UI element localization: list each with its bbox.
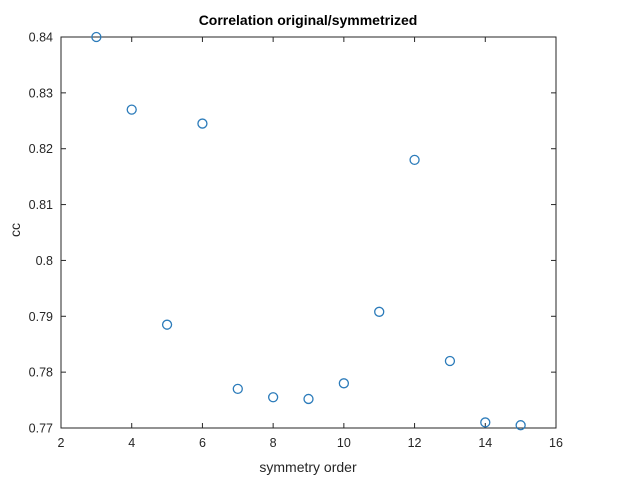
y-tick-label: 0.78 <box>29 366 53 380</box>
axes: 2 4 6 8 10 12 14 16 0.77 0.78 0.79 0.8 0.81 0.82 0.83 0… <box>29 31 563 451</box>
data-point <box>338 378 350 389</box>
data-point <box>374 306 385 317</box>
data-point <box>91 31 102 43</box>
x-tick-label: 12 <box>408 436 422 450</box>
x-tick-label: 6 <box>199 436 206 450</box>
x-tick-label: 16 <box>549 436 563 450</box>
data-point <box>480 417 491 428</box>
x-tick-label: 8 <box>270 436 277 450</box>
data-point <box>303 393 314 405</box>
x-tick-label: 10 <box>337 436 351 450</box>
data-point <box>515 420 526 431</box>
data-points <box>91 31 526 431</box>
data-point <box>267 392 279 403</box>
x-tick-label: 2 <box>58 436 65 450</box>
data-point <box>444 355 456 367</box>
y-tick-label: 0.82 <box>29 142 53 156</box>
data-point <box>161 319 173 330</box>
y-tick-label: 0.83 <box>29 86 53 100</box>
data-point <box>126 104 137 115</box>
x-axis-label: symmetry order <box>259 459 357 475</box>
y-axis-label: cc <box>7 223 23 237</box>
data-point <box>197 118 208 129</box>
data-point <box>232 383 243 395</box>
x-tick-label: 14 <box>478 436 492 450</box>
y-tick-label: 0.79 <box>29 310 53 324</box>
y-tick-label: 0.81 <box>29 198 53 212</box>
data-point <box>409 154 420 166</box>
plot-area-box <box>60 36 557 429</box>
y-tick-label: 0.8 <box>36 254 53 268</box>
y-tick-label: 0.84 <box>29 31 53 45</box>
chart-title: Correlation original/symmetrized <box>199 12 418 28</box>
y-tick-label: 0.77 <box>29 422 53 436</box>
x-tick-label: 4 <box>128 436 135 450</box>
